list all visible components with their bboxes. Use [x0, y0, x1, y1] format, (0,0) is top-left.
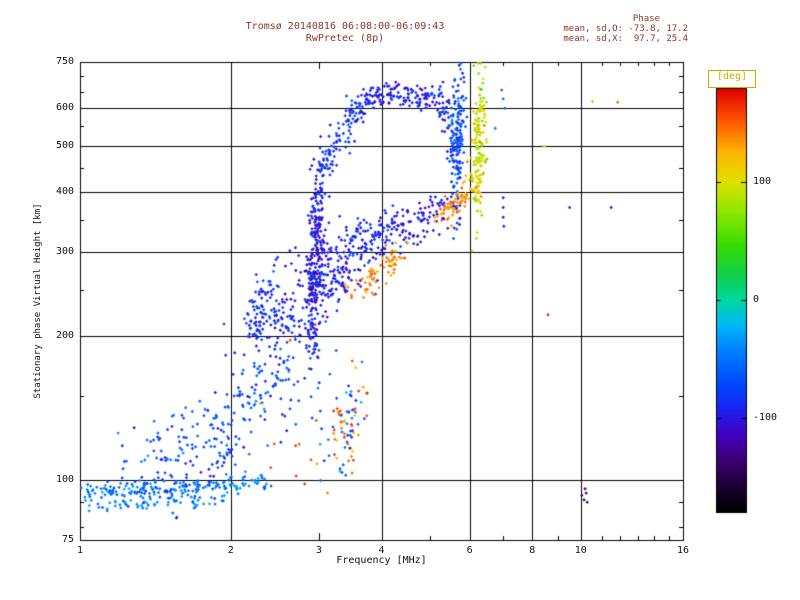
x-tick-label: 1	[76, 545, 84, 556]
colorbar-unit-label: [deg]	[708, 70, 756, 88]
phase-stats-title: Phase	[632, 14, 660, 24]
x-tick-label: 2	[227, 545, 234, 556]
x-tick-label: 6	[466, 545, 473, 556]
y-tick-label: 600	[55, 102, 74, 114]
y-tick-label: 75	[61, 534, 74, 545]
colorbar-tick-label: 0	[753, 294, 760, 305]
y-tick-label: 200	[55, 330, 74, 342]
plot-title: Tromsø 20140816 06:08:00-06:09:43	[245, 21, 445, 32]
colorbar-tick-label: -100	[753, 411, 778, 423]
x-tick-label: 16	[676, 545, 690, 556]
y-tick-label: 400	[55, 186, 74, 198]
phase-stats-x-mode: mean, sd,X: 97.7, 25.4	[563, 34, 688, 44]
plot-subtitle: RwPretec (8p)	[305, 33, 385, 44]
y-axis-label: Stationary phase Virtual Height [km]	[33, 203, 43, 399]
y-tick-label: 500	[55, 140, 74, 152]
y-tick-label: 750	[55, 56, 74, 67]
y-tick-label: 100	[55, 474, 74, 486]
y-tick-label: 300	[55, 246, 74, 258]
x-tick-label: 3	[315, 545, 322, 556]
x-tick-label: 8	[529, 545, 536, 556]
phase-stats-o-mode: mean, sd,O: -73.8, 17.2	[563, 24, 688, 34]
colorbar-tick-label: 100	[753, 176, 772, 188]
x-axis-label: Frequency [MHz]	[336, 555, 427, 566]
x-tick-label: 10	[574, 545, 587, 556]
phase-stats-block: Phase mean, sd,O: -73.8, 17.2 mean, sd,X…	[563, 14, 688, 44]
x-tick-label: 4	[378, 545, 385, 556]
